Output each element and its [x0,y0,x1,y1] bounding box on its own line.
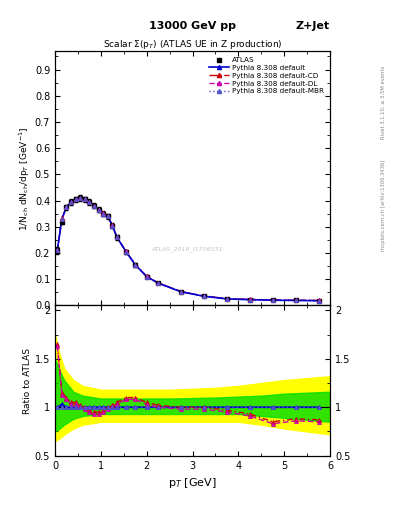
Legend: ATLAS, Pythia 8.308 default, Pythia 8.308 default-CD, Pythia 8.308 default-DL, P: ATLAS, Pythia 8.308 default, Pythia 8.30… [206,55,327,97]
Y-axis label: Ratio to ATLAS: Ratio to ATLAS [23,348,32,414]
Text: Rivet 3.1.10, ≥ 3.5M events: Rivet 3.1.10, ≥ 3.5M events [381,66,386,139]
X-axis label: p$_T$ [GeV]: p$_T$ [GeV] [168,476,217,490]
Title: Scalar $\Sigma$(p$_T$) (ATLAS UE in Z production): Scalar $\Sigma$(p$_T$) (ATLAS UE in Z pr… [103,38,283,51]
Y-axis label: 1/N$_{\mathregular{ch}}$ dN$_{\mathregular{ch}}$/dp$_T$ [GeV$^{-1}$]: 1/N$_{\mathregular{ch}}$ dN$_{\mathregul… [18,126,32,230]
Text: Z+Jet: Z+Jet [296,20,330,31]
Text: mcplots.cern.ch [arXiv:1306.3436]: mcplots.cern.ch [arXiv:1306.3436] [381,159,386,250]
Text: 13000 GeV pp: 13000 GeV pp [149,20,236,31]
Text: ATLAS_2019_I1736531: ATLAS_2019_I1736531 [151,247,223,252]
